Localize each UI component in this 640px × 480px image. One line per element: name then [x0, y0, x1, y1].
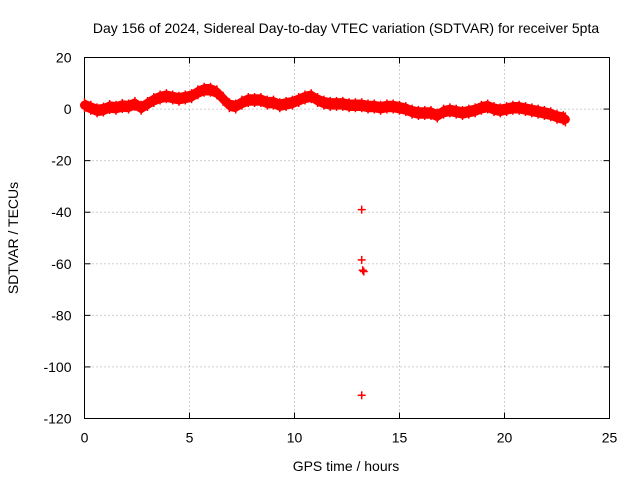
outlier-point: [357, 391, 366, 400]
y-tick-label: -20: [51, 153, 71, 169]
data-point: [181, 90, 190, 105]
data-point: [439, 104, 448, 119]
x-tick-label: 20: [497, 430, 513, 446]
data-point: [401, 102, 410, 117]
data-point: [80, 98, 89, 113]
data-point: [187, 89, 196, 104]
data-band-upper-edge: [84, 83, 566, 116]
outlier-point: [358, 266, 367, 275]
data-point: [452, 104, 461, 119]
x-tick-label: 10: [287, 430, 303, 446]
data-point: [206, 82, 215, 97]
data-point: [124, 99, 133, 114]
data-point: [313, 93, 322, 108]
data-point: [445, 103, 454, 118]
x-tick-label: 15: [392, 430, 408, 446]
data-point: [553, 109, 561, 124]
data-point: [301, 90, 309, 105]
data-point: [193, 85, 202, 100]
y-tick-label: 0: [64, 101, 72, 117]
data-point: [546, 107, 555, 122]
data-point: [483, 99, 492, 114]
data-point: [93, 103, 102, 118]
y-tick-label: -40: [51, 204, 71, 220]
data-point: [477, 100, 486, 115]
data-point: [540, 105, 549, 120]
data-point: [288, 95, 297, 110]
data-point: [168, 90, 177, 105]
data-point: [319, 95, 328, 110]
data-point: [490, 102, 498, 117]
data-point: [370, 99, 379, 114]
data-point: [238, 95, 246, 110]
data-point: [225, 98, 234, 113]
chart-title: Day 156 of 2024, Sidereal Day-to-day VTE…: [93, 20, 600, 36]
x-tick-label: 5: [186, 430, 194, 446]
data-point: [162, 89, 171, 104]
data-point: [534, 104, 543, 119]
data-point: [99, 102, 108, 117]
data-point: [395, 100, 404, 115]
data-point: [175, 91, 183, 106]
data-point: [156, 90, 165, 105]
x-tick-label: 25: [602, 430, 618, 446]
data-point: [105, 100, 114, 115]
outlier-points: [357, 205, 368, 400]
y-tick-label: -120: [43, 411, 71, 427]
y-tick-label: -80: [51, 307, 71, 323]
data-point: [458, 105, 467, 120]
data-point: [496, 103, 505, 118]
data-point: [143, 96, 152, 111]
y-tick-labels: -120 -100 -80 -60 -40 -20 0 20: [43, 50, 71, 427]
data-point: [471, 103, 480, 118]
x-tick-label: 0: [81, 430, 89, 446]
data-point: [307, 89, 316, 104]
data-point: [294, 93, 303, 108]
x-tick-labels: 0 5 10 15 20 25: [81, 430, 618, 446]
data-point: [137, 100, 146, 115]
outlier-point: [357, 255, 366, 264]
y-tick-label: -100: [43, 359, 71, 375]
data-point: [521, 102, 530, 117]
data-point: [149, 93, 158, 108]
data-point: [282, 96, 291, 111]
data-point: [433, 108, 442, 123]
data-band: [80, 82, 570, 127]
data-point: [515, 100, 524, 115]
data-point: [112, 100, 120, 115]
data-point: [269, 95, 278, 110]
data-point: [212, 85, 221, 100]
data-point: [502, 102, 511, 117]
data-point: [338, 96, 347, 111]
data-point: [561, 112, 570, 127]
data-point: [408, 104, 417, 119]
y-tick-label: -60: [51, 256, 71, 272]
data-point: [231, 99, 240, 114]
plot-frame: [84, 57, 610, 419]
y-tick-label: 20: [56, 50, 72, 66]
outlier-point: [359, 267, 368, 276]
data-point: [427, 105, 435, 120]
y-axis-label: SDTVAR / TECUs: [5, 182, 21, 294]
data-point: [527, 103, 536, 118]
gridlines: [84, 57, 610, 419]
x-axis-label: GPS time / hours: [293, 458, 400, 474]
data-band-lower-edge: [84, 93, 566, 126]
data-point: [219, 91, 228, 106]
data-point: [86, 100, 95, 115]
data-point: [376, 100, 385, 115]
outlier-point: [357, 205, 366, 214]
data-point: [464, 104, 473, 119]
data-point: [130, 96, 139, 111]
data-point: [357, 98, 366, 113]
data-point: [275, 98, 284, 113]
data-point: [389, 99, 398, 114]
data-point: [256, 93, 265, 108]
